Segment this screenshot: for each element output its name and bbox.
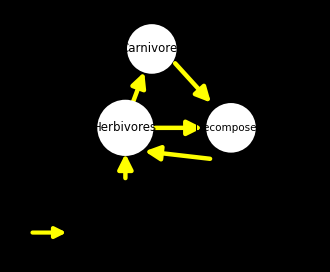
Ellipse shape	[128, 25, 176, 73]
Ellipse shape	[207, 104, 255, 152]
Text: Decomposers: Decomposers	[195, 123, 267, 133]
Ellipse shape	[98, 101, 152, 155]
Text: Herbivores: Herbivores	[93, 121, 157, 134]
Text: Carnivores: Carnivores	[120, 42, 183, 55]
